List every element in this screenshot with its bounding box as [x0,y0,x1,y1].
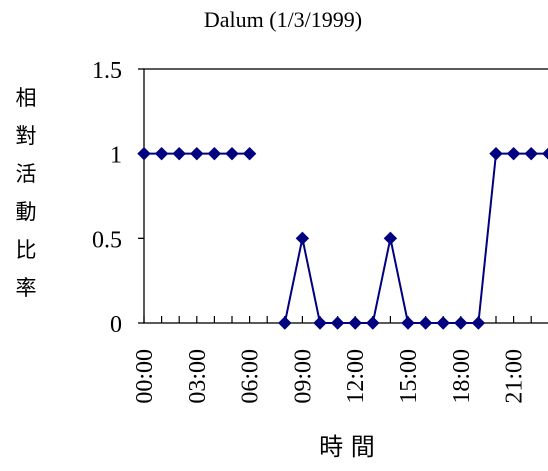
data-point [524,146,538,161]
data-point [366,316,380,330]
series-line [283,152,548,324]
series [137,146,548,330]
y-axis-label-char: 比 [16,238,37,262]
y-axis-label-char: 動 [16,200,37,224]
data-point [418,316,433,330]
y-axis-label-char: 相 [16,86,37,110]
x-tick-label: 00:00 [132,349,158,404]
data-point [330,316,345,330]
data-point [506,146,521,161]
chart-title: Dalum (1/3/1999) [204,7,362,32]
x-axis-label: 時 間 [319,433,375,461]
data-point [436,316,450,330]
data-point [401,316,415,330]
data-point [172,146,186,161]
data-point [295,231,310,246]
x-tick-label: 21:00 [502,349,528,404]
plot-area [143,68,548,324]
y-tick-label: 1.5 [92,58,122,84]
data-point [313,316,327,330]
data-point [190,146,204,161]
y-tick-label: 1 [110,143,122,169]
data-point [154,146,169,161]
data-point [207,146,222,161]
y-tick-label: 0 [110,312,122,338]
data-point [137,146,151,161]
x-tick-labels: 00:00 03:00 06:00 09:00 12:00 15:00 18:00 21:00 [132,349,528,404]
y-axis-label-char: 率 [16,276,37,300]
y-tick-label: 0.5 [92,227,122,253]
data-point [542,147,548,160]
data-point [225,146,239,161]
y-tick-labels: 0 0.5 1 1.5 [92,58,144,338]
x-tick-marks [143,316,532,323]
x-tick-label: 12:00 [343,349,369,404]
data-point [348,316,362,330]
x-tick-label: 09:00 [290,349,316,404]
y-axis-label-char: 活 [16,162,37,186]
x-tick-label: 03:00 [185,349,211,404]
x-tick-label: 18:00 [449,349,475,404]
x-tick-label: 06:00 [238,349,264,404]
data-point [278,316,292,330]
y-axis-label-char: 對 [16,124,37,148]
data-point [489,146,503,161]
data-point [454,316,468,330]
data-point [242,146,257,161]
data-point [471,316,486,330]
x-tick-label: 15:00 [396,349,422,404]
data-point [383,231,398,246]
